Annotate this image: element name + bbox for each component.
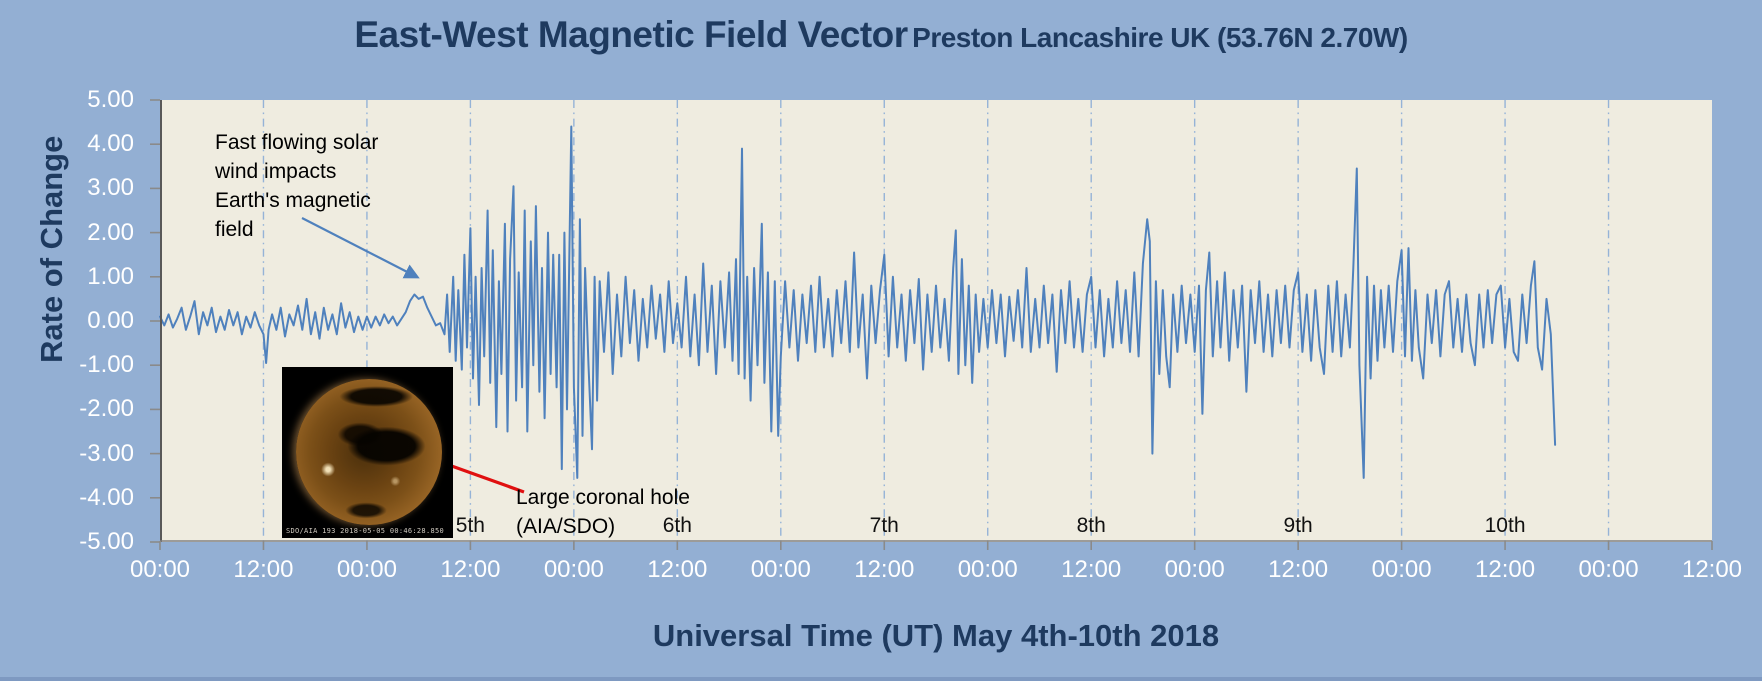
annotation-solar-wind: Fast flowing solar wind impacts Earth's … [215, 128, 378, 244]
day-label-7th: 7th [869, 514, 899, 537]
y-tick-label: -4.00 [79, 483, 134, 511]
annotation-coronal-hole: Large coronal hole (AIA/SDO) [516, 483, 690, 541]
x-tick-label: 00:00 [1164, 556, 1225, 583]
day-label-9th: 9th [1283, 514, 1313, 537]
day-label-5th: 5th [455, 514, 485, 537]
annotation-solar-wind-line1: Fast flowing solar [215, 131, 379, 154]
y-tick-label: 2.00 [87, 218, 134, 246]
sun-aia-image: SDO/AIA 193 2018-05-05 00:46:28.850 [282, 367, 453, 538]
x-tick-label: 12:00 [1268, 556, 1329, 583]
x-axis-title: Universal Time (UT) May 4th-10th 2018 [652, 618, 1220, 653]
x-tick-label: 12:00 [854, 556, 915, 583]
x-tick-label: 00:00 [750, 556, 811, 583]
annotation-solar-wind-line4: field [215, 218, 254, 241]
y-tick-label: 3.00 [87, 174, 134, 202]
x-tick-label: 00:00 [543, 556, 604, 583]
chart-title-subtitle: Preston Lancashire UK (53.76N 2.70W) [912, 22, 1408, 53]
annotation-coronal-hole-line1: Large coronal hole [516, 486, 690, 509]
magnetometer-line-chart [150, 99, 1713, 550]
sun-disk-coronal-hole [296, 379, 442, 525]
slide-bottom-edge [0, 677, 1762, 681]
x-tick-label: 12:00 [1681, 556, 1743, 583]
x-tick-label: 12:00 [440, 556, 501, 583]
x-tick-label: 12:00 [647, 556, 708, 583]
day-label-8th: 8th [1076, 514, 1106, 537]
y-tick-label: -1.00 [79, 351, 134, 379]
solar-wind-arrow [301, 217, 420, 279]
y-tick-label: 1.00 [87, 262, 134, 290]
sun-image-caption: SDO/AIA 193 2018-05-05 00:46:28.850 [286, 527, 445, 535]
annotation-solar-wind-line2: wind impacts [215, 160, 337, 183]
y-tick-label: 4.00 [87, 130, 134, 158]
day-label-10th: 10th [1484, 514, 1526, 537]
x-tick-label: 00:00 [957, 556, 1018, 583]
chart-title-main: East-West Magnetic Field Vector [354, 14, 908, 55]
x-tick-label: 00:00 [1371, 556, 1432, 583]
x-tick-label: 12:00 [1475, 556, 1536, 583]
day-label-6th: 6th [662, 514, 692, 537]
x-tick-label: 12:00 [233, 556, 294, 583]
y-tick-label: -3.00 [79, 439, 134, 467]
x-tick-label: 00:00 [129, 556, 191, 583]
x-tick-label: 00:00 [336, 556, 397, 583]
y-tick-label: 0.00 [87, 307, 134, 334]
x-tick-label: 00:00 [1578, 556, 1639, 583]
x-tick-label: 12:00 [1061, 556, 1122, 583]
y-tick-label: 5.00 [87, 86, 134, 113]
annotation-solar-wind-line3: Earth's magnetic [215, 189, 371, 212]
annotation-coronal-hole-line2: (AIA/SDO) [516, 515, 616, 538]
y-tick-label: -5.00 [79, 528, 134, 555]
series-line [159, 125, 1557, 479]
y-tick-label: -2.00 [79, 395, 134, 423]
chart-title: East-West Magnetic Field Vector Preston … [0, 14, 1762, 56]
